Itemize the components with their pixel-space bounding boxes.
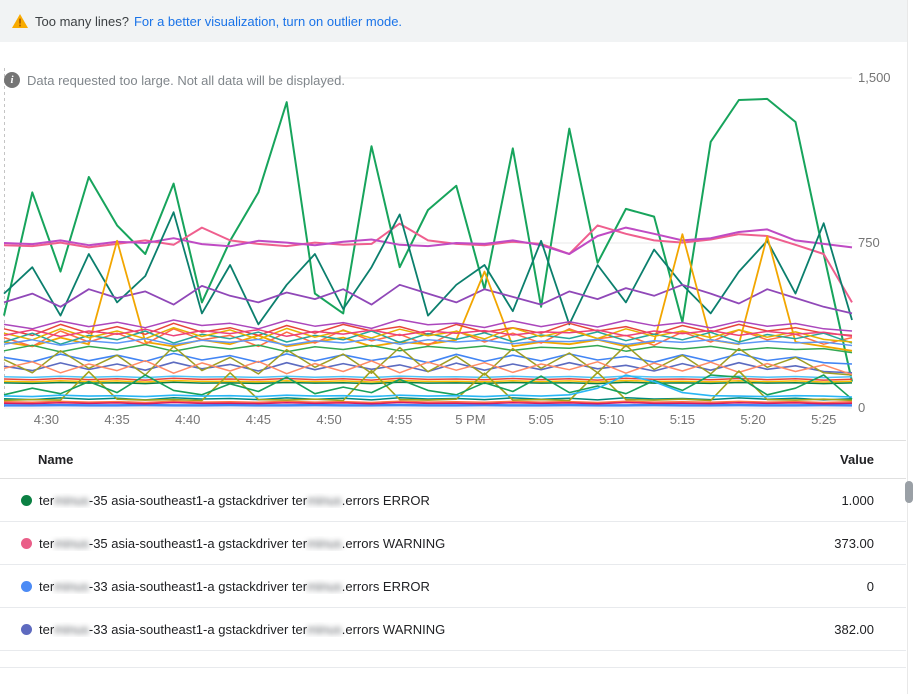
data-truncated-notice: i Data requested too large. Not all data… [4,72,345,88]
chart-series-line [3,374,853,398]
warning-icon [12,14,28,28]
x-tick-label: 5:25 [811,412,836,427]
chart-series-line [3,401,853,405]
series-color-dot [21,623,32,635]
x-tick-label: 5 PM [455,412,485,427]
x-tick-label: 4:45 [246,412,271,427]
chart-series-line [3,344,853,376]
x-tick-label: 4:55 [387,412,412,427]
series-value: 373.00 [834,535,874,551]
chart-series-line [3,381,853,385]
x-tick-label: 5:05 [528,412,553,427]
series-color-dot [21,494,32,506]
legend-partial-row [0,651,906,668]
chart-series-line [3,337,853,347]
too-many-lines-banner: Too many lines? For a better visualizati… [0,0,907,42]
chart-series-line [3,97,853,382]
redacted-text: minus [54,492,89,508]
series-value: 382.00 [834,621,874,637]
chart-series-line [3,226,853,255]
x-tick-label: 4:30 [34,412,59,427]
x-tick-label: 5:15 [670,412,695,427]
series-color-dot [21,580,32,592]
chart-series-line [3,318,853,332]
redacted-text: minus [307,621,342,637]
legend-table: Name Value terminus-35 asia-southeast1-a… [0,440,906,668]
legend-row[interactable]: terminus-33 asia-southeast1-a gstackdriv… [0,608,906,651]
x-tick-label: 4:35 [104,412,129,427]
series-name: terminus-33 asia-southeast1-a gstackdriv… [39,578,430,594]
chart-series-line [3,379,853,383]
legend-row[interactable]: terminus-35 asia-southeast1-a gstackdriv… [0,522,906,565]
info-message: Data requested too large. Not all data w… [27,72,345,88]
chart-series-line [3,369,853,402]
legend-row[interactable]: terminus-33 asia-southeast1-a gstackdriv… [0,565,906,608]
series-value: 0 [866,578,874,594]
x-tick-label: 5:20 [740,412,765,427]
chart-series-line [3,328,853,338]
series-name: terminus-35 asia-southeast1-a gstackdriv… [39,535,446,551]
redacted-text: minus [54,621,89,637]
chart-series-line [3,330,853,345]
chart-series-line [3,400,853,404]
chart-series-line [3,211,853,326]
y-tick-label: 0 [858,400,865,415]
redacted-text: minus [54,535,89,551]
info-icon: i [4,72,20,88]
series-color-dot [21,537,32,549]
chart-series-line [3,222,853,303]
y-tick-label: 750 [858,235,880,250]
series-name: terminus-33 asia-southeast1-a gstackdriv… [39,621,446,637]
x-tick-label: 5:10 [599,412,624,427]
scrollbar-thumb[interactable] [905,481,913,503]
redacted-text: minus [54,578,89,594]
legend-row[interactable]: terminus-35 asia-southeast1-a gstackdriv… [0,479,906,522]
chart-series-line [3,375,853,379]
redacted-text: minus [307,492,342,508]
outlier-mode-link[interactable]: For a better visualization, turn on outl… [133,13,403,29]
chart-series-line [3,283,853,315]
redacted-text: minus [307,535,342,551]
chart-series-line [3,343,853,354]
legend-name-header: Name [38,452,74,467]
timeseries-chart[interactable]: 1,500 750 0 4:30 4:35 4:40 4:45 4:50 4:55 5 PM 5:0… [0,42,914,444]
y-tick-label: 1,500 [858,70,891,85]
chart-series-line [3,374,853,400]
series-value: 1.000 [841,492,874,508]
legend-header-row: Name Value [0,441,906,479]
banner-question-text: Too many lines? [35,13,129,29]
x-tick-label: 4:50 [316,412,341,427]
chart-canvas: 1,500 750 0 4:30 4:35 4:40 4:45 4:50 4:55 5 PM 5:0… [3,68,891,427]
x-tick-label: 4:40 [175,412,200,427]
chart-series-line [3,359,853,376]
chart-series-line [3,377,853,381]
legend-value-header: Value [840,452,874,467]
series-name: terminus-35 asia-southeast1-a gstackdriv… [39,492,430,508]
redacted-text: minus [307,578,342,594]
scrollbar-track[interactable] [907,0,914,694]
